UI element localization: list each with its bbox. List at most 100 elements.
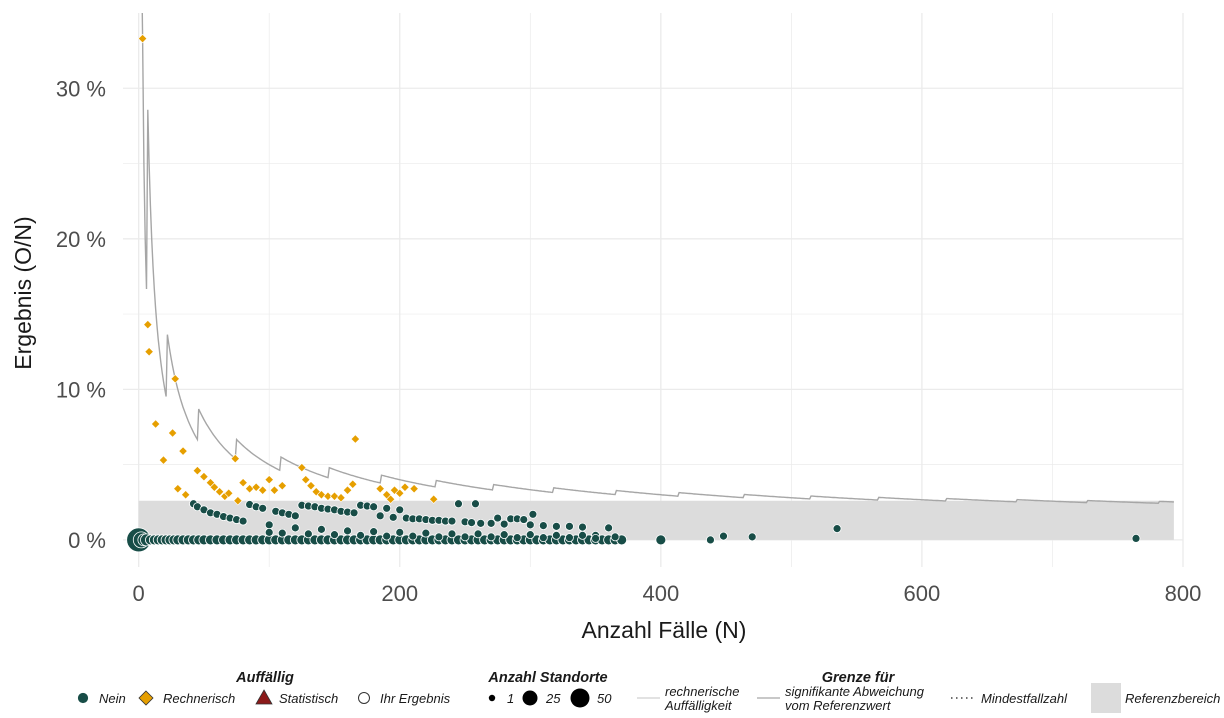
point-rechnerisch	[251, 482, 261, 492]
boundary-line	[141, 13, 1174, 505]
y-tick-label: 0 %	[68, 528, 106, 553]
point-nein	[747, 532, 757, 542]
point-rechnerisch	[395, 488, 405, 498]
point-rechnerisch	[342, 485, 353, 495]
point-nein	[382, 503, 392, 513]
point-nein	[395, 505, 405, 515]
y-tick-label: 30 %	[56, 76, 106, 101]
point-nein	[528, 509, 538, 519]
x-tick-label: 200	[381, 581, 418, 606]
point-rechnerisch	[323, 491, 333, 501]
point-nein	[1131, 533, 1141, 543]
point-nein	[525, 530, 535, 540]
point-nein	[578, 522, 587, 532]
point-nein	[471, 499, 480, 509]
point-nein	[525, 520, 535, 530]
legend-nein-icon	[77, 692, 89, 704]
point-nein	[493, 513, 503, 523]
point-nein	[356, 530, 365, 540]
point-nein	[369, 527, 379, 537]
point-nein	[447, 529, 457, 539]
legend-referenzbereich-icon	[1091, 683, 1121, 713]
point-rechnerisch	[199, 472, 209, 482]
point-nein	[610, 532, 620, 542]
legend-label-referenzbereich: Referenzbereich	[1125, 691, 1220, 706]
point-nein	[264, 527, 274, 537]
point-nein	[512, 533, 522, 543]
point-nein	[290, 523, 300, 533]
legend-label-rechnerisch: Rechnerisch	[163, 691, 235, 706]
point-rechnerisch	[238, 478, 248, 488]
point-rechnerisch	[144, 347, 154, 357]
point-rechnerisch	[350, 434, 360, 444]
point-rechnerisch	[230, 453, 240, 464]
legend-label-signifikante-line2: vom Referenzwert	[785, 698, 892, 713]
legend-size-1-icon	[488, 694, 496, 702]
legend-label-size-25: 25	[545, 691, 561, 706]
y-tick-label: 20 %	[56, 227, 106, 252]
point-nein	[551, 521, 561, 531]
legend-label-mindestfallzahl: Mindestfallzahl	[981, 691, 1068, 706]
point-rechnerisch	[151, 419, 161, 429]
point-nein	[486, 532, 496, 542]
point-rechnerisch	[375, 484, 385, 494]
legend-rechnerisch-icon	[138, 690, 154, 706]
point-rechnerisch	[209, 482, 220, 492]
x-tick-label: 0	[133, 581, 145, 606]
point-rechnerisch	[409, 484, 419, 494]
point-nein	[330, 530, 339, 540]
point-nein	[467, 518, 476, 527]
point-nein	[832, 524, 842, 534]
point-nein	[499, 530, 509, 540]
point-nein	[473, 529, 483, 539]
legend: Auffällig Anzahl Standorte Grenze für Ne…	[77, 670, 1220, 713]
point-nein	[578, 530, 587, 540]
point-nein	[476, 518, 486, 528]
point-rechnerisch	[224, 488, 234, 498]
y-axis-title: Ergebnis (O/N)	[10, 216, 36, 369]
point-rechnerisch	[173, 484, 183, 494]
point-nein	[719, 531, 728, 541]
point-nein	[343, 526, 352, 536]
point-rechnerisch	[348, 479, 358, 489]
point-nein	[369, 502, 379, 512]
point-nein	[538, 521, 548, 531]
legend-ihr-ergebnis-icon	[358, 692, 370, 704]
points-layer	[126, 33, 1141, 553]
point-nein	[258, 503, 268, 513]
point-nein	[460, 532, 470, 542]
legend-label-size-1: 1	[507, 691, 514, 706]
point-nein	[454, 499, 463, 509]
point-rechnerisch	[429, 494, 439, 504]
point-nein	[486, 518, 496, 528]
point-rechnerisch	[297, 463, 307, 473]
point-rechnerisch	[269, 485, 280, 495]
legend-label-signifikante-abweichung: signifikante Abweichung vom Referenzwert	[785, 684, 928, 713]
point-nein	[388, 512, 398, 522]
point-nein	[408, 531, 418, 541]
point-rechnerisch	[137, 33, 148, 44]
point-nein	[706, 535, 715, 545]
x-tick-label: 400	[642, 581, 679, 606]
axes: 0 200 400 600 800 0 % 10 % 20 % 30 %	[56, 76, 1202, 606]
legend-label-size-50: 50	[597, 691, 612, 706]
x-tick-label: 800	[1165, 581, 1202, 606]
point-rechnerisch	[329, 491, 340, 501]
legend-label-rechnerische-line1: rechnerische	[665, 684, 739, 699]
point-rechnerisch	[306, 481, 316, 491]
point-rechnerisch	[277, 481, 287, 491]
point-nein	[519, 515, 529, 524]
x-tick-label: 600	[904, 581, 941, 606]
legend-title-grenze: Grenze für	[822, 670, 896, 686]
point-nein	[277, 528, 287, 538]
point-nein	[317, 524, 326, 534]
legend-label-rechnerische-auffaelligkeit: rechnerische Auffälligkeit	[664, 684, 743, 713]
point-rechnerisch	[301, 475, 311, 485]
reference-band-layer	[138, 500, 1174, 540]
boundary-line-layer	[141, 13, 1174, 505]
point-rechnerisch	[258, 485, 268, 495]
point-rechnerisch	[233, 496, 243, 506]
legend-title-anzahl-standorte: Anzahl Standorte	[487, 670, 607, 686]
point-nein	[591, 533, 600, 543]
